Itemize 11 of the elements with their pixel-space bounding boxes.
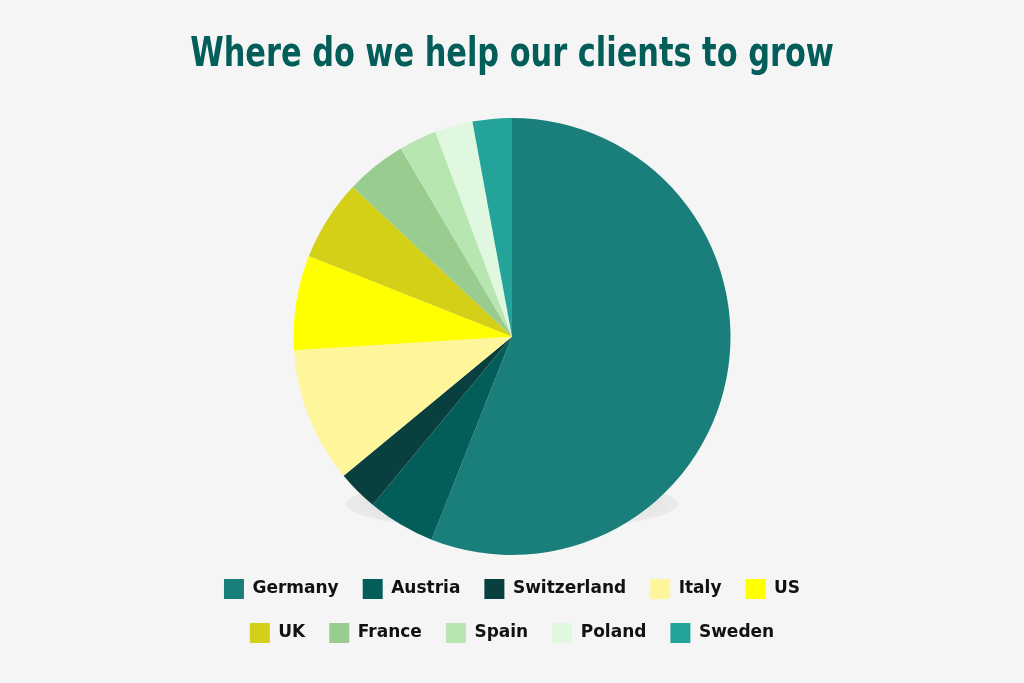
legend-label: UK <box>278 621 307 642</box>
legend-label: Switzerland <box>512 577 627 598</box>
legend-label: Sweden <box>698 621 775 642</box>
legend-label: US <box>773 577 801 598</box>
legend-label: France <box>357 621 422 642</box>
legend-label: Germany <box>252 577 339 598</box>
legend-label: Austria <box>391 577 461 598</box>
chart-title: Where do we help our clients to grow <box>190 29 834 76</box>
legend-label: Italy <box>678 577 722 598</box>
legend-label: Poland <box>580 621 647 642</box>
legend-label: Spain <box>474 621 529 642</box>
